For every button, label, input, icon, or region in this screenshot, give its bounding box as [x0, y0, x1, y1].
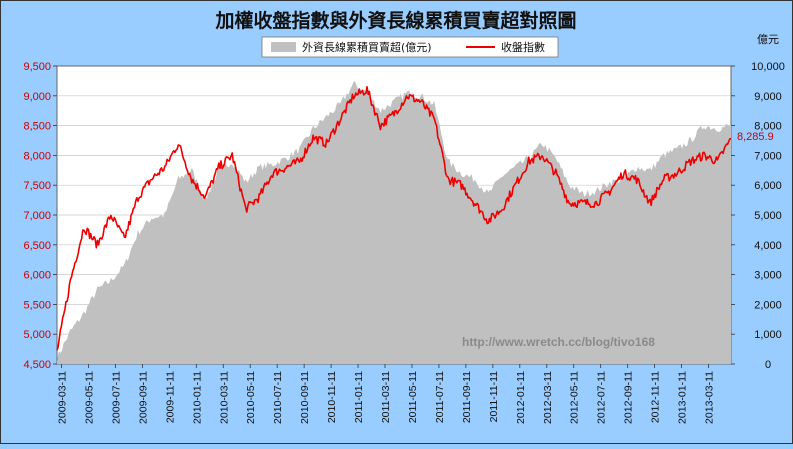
legend-line-label: 收盤指數 — [501, 40, 545, 54]
left-tick-label: 5,000 — [23, 329, 51, 341]
x-tick-label: 2013-03-11 — [704, 371, 716, 424]
x-tick-label: 2010-07-11 — [272, 371, 284, 424]
x-tick-label: 2013-01-11 — [677, 371, 689, 424]
left-tick-label: 9,500 — [23, 61, 51, 73]
right-axis: 0 1,000 2,000 3,000 4,000 5,000 6,000 7,000 8,00… — [731, 61, 785, 371]
x-axis: 2009-03-11 2009-05-11 2009-07-11 2009-09-11… — [56, 364, 716, 424]
right-axis-unit: 億元 — [757, 33, 779, 46]
x-tick-label: 2012-09-11 — [623, 371, 635, 424]
right-tick-label: 2,000 — [754, 299, 782, 311]
left-tick-label: 6,500 — [23, 240, 51, 252]
right-tick-label: 4,000 — [754, 240, 782, 252]
legend: 外資長線累積買賣超(億元) 收盤指數 — [261, 36, 559, 58]
x-tick-label: 2009-07-11 — [110, 371, 122, 424]
x-tick-label: 2009-05-11 — [83, 371, 95, 424]
x-tick-label: 2012-03-11 — [542, 371, 554, 424]
left-tick-label: 8,500 — [23, 121, 51, 133]
x-tick-label: 2012-11-11 — [650, 371, 662, 423]
legend-area-label: 外資長線累積買賣超(億元) — [302, 40, 432, 54]
right-tick-label: 10,000 — [751, 61, 785, 73]
watermark: http://www.wretch.cc/blog/tivo168 — [462, 335, 655, 349]
series-area-foreign-investment — [57, 81, 731, 364]
x-tick-label: 2012-01-11 — [515, 371, 527, 424]
right-tick-label: 8,000 — [754, 121, 782, 133]
right-tick-label: 6,000 — [754, 180, 782, 192]
left-tick-label: 6,000 — [23, 270, 51, 282]
x-tick-label: 2009-11-11 — [164, 371, 176, 423]
right-tick-label: 9,000 — [754, 91, 782, 103]
x-tick-label: 2009-09-11 — [137, 371, 149, 424]
x-tick-label: 2010-05-11 — [245, 371, 257, 424]
legend-box — [261, 36, 559, 58]
x-tick-label: 2011-05-11 — [407, 371, 419, 423]
right-tick-label: 0 — [765, 359, 771, 371]
right-tick-label: 1,000 — [754, 329, 782, 341]
x-tick-label: 2010-09-11 — [299, 371, 311, 424]
right-tick-label: 3,000 — [754, 270, 782, 282]
left-tick-label: 5,500 — [23, 299, 51, 311]
series-line-closing-index — [56, 86, 732, 351]
x-tick-label: 2010-03-11 — [218, 371, 230, 424]
left-tick-label: 4,500 — [23, 359, 51, 371]
x-tick-label: 2012-05-11 — [569, 371, 581, 424]
x-tick-label: 2011-07-11 — [434, 371, 446, 423]
x-tick-label: 2011-11-11 — [488, 371, 500, 423]
left-axis: 4,500 5,000 5,500 6,000 6,500 7,000 7,500 8,000… — [23, 61, 57, 371]
x-tick-label: 2011-03-11 — [380, 371, 392, 423]
last-value-label: 8,285.9 — [737, 131, 774, 143]
left-tick-label: 8,000 — [23, 150, 51, 162]
right-tick-label: 7,000 — [754, 150, 782, 162]
legend-area-swatch — [271, 42, 296, 52]
x-tick-label: 2011-09-11 — [461, 371, 473, 423]
x-tick-label: 2010-01-11 — [191, 371, 203, 424]
x-tick-label: 2010-11-11 — [326, 371, 338, 423]
right-tick-label: 5,000 — [754, 210, 782, 222]
left-tick-label: 9,000 — [23, 91, 51, 103]
chart-title: 加權收盤指數與外資長線累積買賣超對照圖 — [214, 9, 576, 32]
x-tick-label: 2011-01-11 — [353, 371, 365, 423]
x-tick-label: 2009-03-11 — [56, 371, 68, 424]
left-tick-label: 7,500 — [23, 180, 51, 192]
x-tick-label: 2012-07-11 — [596, 371, 608, 424]
left-tick-label: 7,000 — [23, 210, 51, 222]
